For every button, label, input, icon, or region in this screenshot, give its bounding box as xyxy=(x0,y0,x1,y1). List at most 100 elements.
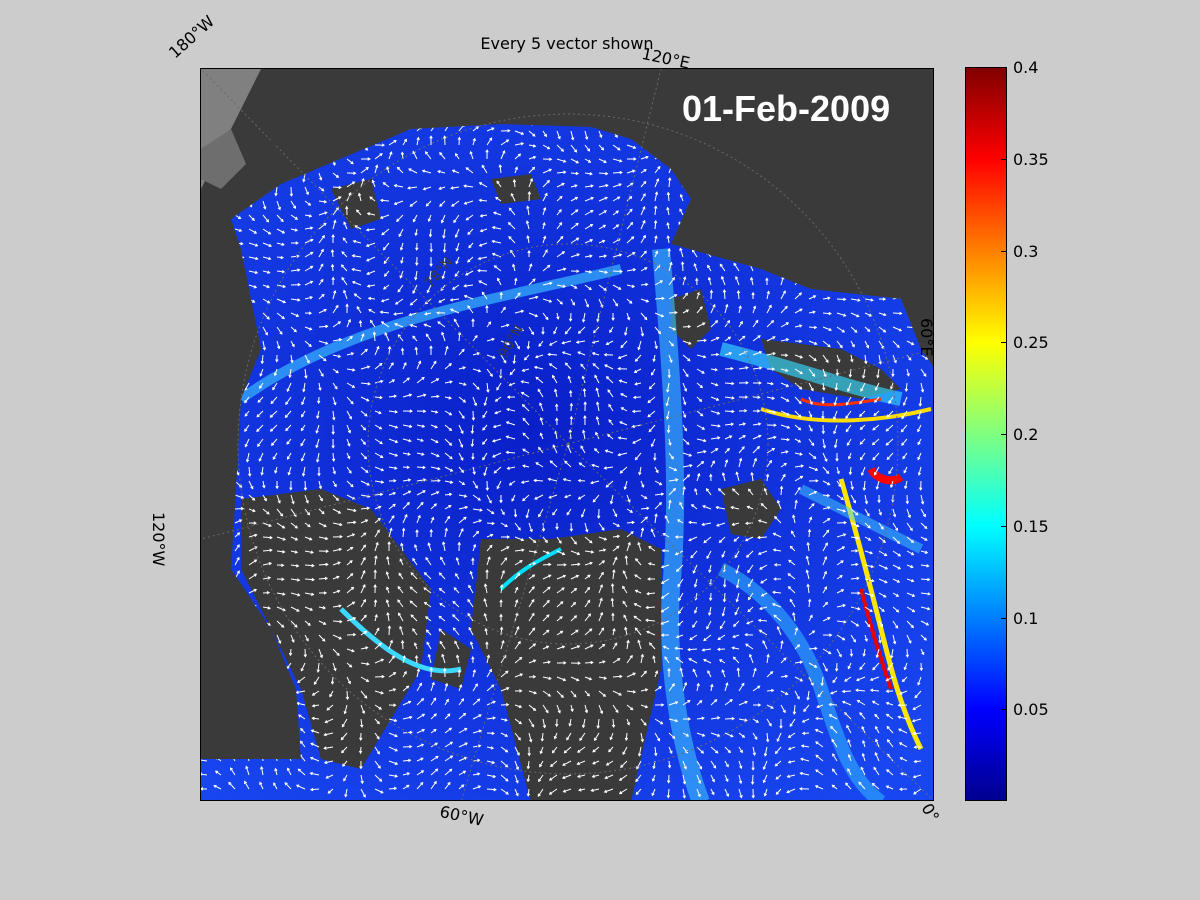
drift-vector xyxy=(906,508,911,518)
drift-vector xyxy=(467,599,474,608)
drift-vector-head xyxy=(796,644,801,648)
drift-vector-head xyxy=(907,514,911,519)
drift-vector xyxy=(472,714,482,720)
drift-vector xyxy=(850,536,859,539)
drift-vector-head xyxy=(632,268,637,272)
drift-vector-head xyxy=(672,327,677,331)
drift-vector xyxy=(332,508,341,514)
drift-vector-head xyxy=(587,599,591,603)
drift-vector-head xyxy=(707,670,711,674)
drift-vector xyxy=(654,166,661,174)
drift-vector-head xyxy=(656,178,660,182)
drift-vector-head xyxy=(872,667,876,671)
drift-vector xyxy=(651,368,656,376)
drift-vector-head xyxy=(517,640,521,645)
drift-vector-head xyxy=(493,265,497,269)
drift-vector-head xyxy=(244,428,248,433)
drift-vector xyxy=(304,326,312,330)
drift-vector xyxy=(640,671,647,678)
drift-vector xyxy=(846,438,852,446)
drift-vector-head xyxy=(254,546,258,550)
drift-vector-head xyxy=(887,667,891,671)
drift-vector xyxy=(794,438,801,443)
drift-vector-head xyxy=(701,648,705,652)
drift-vector-head xyxy=(700,460,705,465)
drift-vector xyxy=(719,659,726,664)
drift-vector-head xyxy=(701,733,706,737)
drift-vector-head xyxy=(408,700,412,704)
drift-vector-head xyxy=(676,519,681,523)
drift-vector xyxy=(374,704,382,710)
drift-vector xyxy=(791,530,796,538)
drift-vector xyxy=(569,430,572,440)
drift-vector-head xyxy=(289,193,294,197)
drift-vector-head xyxy=(830,691,834,695)
drift-vector xyxy=(388,395,397,398)
drift-vector xyxy=(329,690,334,697)
drift-vector xyxy=(346,617,356,622)
drift-vector xyxy=(612,224,619,230)
drift-vector-head xyxy=(765,473,770,477)
drift-vector xyxy=(500,522,508,527)
drift-vector xyxy=(456,557,460,566)
drift-vector xyxy=(494,265,502,272)
drift-vector-head xyxy=(792,711,797,715)
drift-vector-head xyxy=(520,537,525,542)
drift-vector-head xyxy=(262,485,266,489)
drift-vector xyxy=(388,410,398,413)
drift-vector-head xyxy=(429,249,433,253)
drift-vector-head xyxy=(669,359,673,363)
drift-vector xyxy=(360,178,365,188)
drift-vector-head xyxy=(846,442,850,446)
drift-vector xyxy=(500,570,505,580)
drift-vector xyxy=(780,657,787,664)
drift-vector xyxy=(424,323,432,328)
drift-vector-head xyxy=(345,205,349,210)
drift-vector-head xyxy=(757,335,761,339)
drift-vector xyxy=(570,676,579,681)
drift-vector xyxy=(696,339,707,342)
drift-vector xyxy=(380,214,390,219)
drift-vector-head xyxy=(627,499,631,503)
drift-vector-head xyxy=(514,277,518,282)
drift-vector xyxy=(860,452,866,460)
drift-vector-head xyxy=(259,373,263,377)
drift-vector xyxy=(747,606,754,612)
drift-vector xyxy=(640,516,648,524)
drift-vector xyxy=(402,479,411,482)
drift-vector-head xyxy=(409,323,413,328)
drift-vector xyxy=(822,354,829,363)
drift-vector xyxy=(386,587,390,594)
drift-vector xyxy=(458,438,463,448)
drift-vector-head xyxy=(393,703,397,707)
drift-vector-head xyxy=(461,415,465,419)
drift-vector-head xyxy=(914,695,918,699)
drift-vector xyxy=(374,153,383,160)
drift-vector-head xyxy=(340,737,344,741)
drift-vector-head xyxy=(351,649,355,653)
drift-vector xyxy=(640,654,644,664)
drift-vector xyxy=(482,438,488,445)
drift-vector-head xyxy=(771,396,776,400)
drift-vector-head xyxy=(532,133,536,137)
drift-vector xyxy=(892,620,899,629)
drift-vector-head xyxy=(394,323,398,327)
drift-vector xyxy=(708,606,712,616)
drift-vector xyxy=(458,382,466,386)
drift-vector xyxy=(648,562,656,566)
drift-vector-head xyxy=(262,347,267,351)
drift-vector xyxy=(640,206,646,216)
drift-vector xyxy=(584,255,592,258)
drift-vector-head xyxy=(746,554,750,558)
drift-vector-head xyxy=(828,702,832,707)
drift-vector xyxy=(736,472,740,482)
drift-vector-head xyxy=(478,714,482,718)
drift-vector xyxy=(918,466,922,476)
drift-vector xyxy=(381,321,390,328)
drift-vector-head xyxy=(310,238,314,242)
drift-vector xyxy=(598,210,607,216)
drift-vector-head xyxy=(385,571,389,575)
drift-vector-head xyxy=(535,462,539,466)
drift-vector-head xyxy=(546,146,551,150)
drift-vector xyxy=(822,452,828,462)
